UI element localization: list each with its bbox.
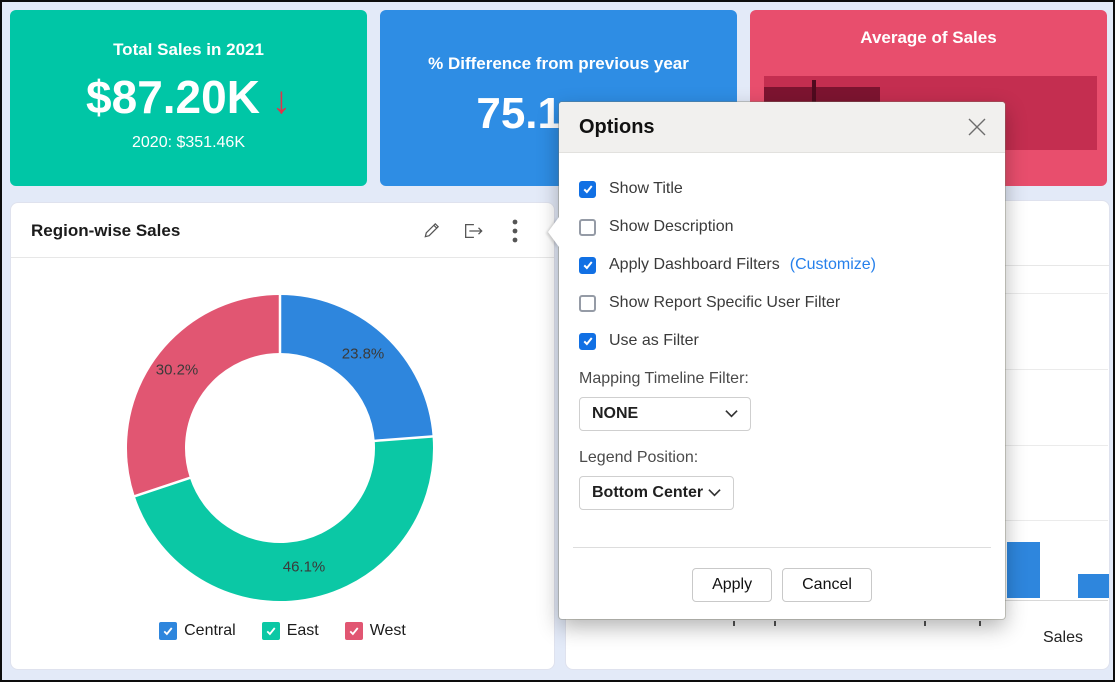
kebab-menu-icon[interactable] <box>504 219 526 242</box>
x-axis-title: Sales <box>1042 629 1084 646</box>
donut-label-west: 30.2% <box>155 361 199 379</box>
kpi-subtitle: 2020: $351.46K <box>132 134 245 151</box>
kpi-value: $87.20K <box>86 71 260 123</box>
mapping-timeline-filter-select[interactable]: NONE <box>579 397 751 431</box>
customize-link[interactable]: (Customize) <box>789 256 876 273</box>
option-label: Use as Filter <box>609 332 699 349</box>
option-row-show-title[interactable]: Show Title <box>579 180 985 198</box>
checkbox-icon[interactable] <box>579 180 596 198</box>
checkbox-icon[interactable] <box>579 294 596 312</box>
close-icon[interactable] <box>963 113 991 141</box>
kpi-card-total-sales: Total Sales in 2021 $87.20K ↓ 2020: $351.… <box>10 10 367 186</box>
edit-pencil-icon[interactable] <box>420 220 442 242</box>
donut-label-central: 23.8% <box>341 345 385 363</box>
bar[interactable] <box>1007 542 1040 598</box>
legend-checkbox-checked-icon[interactable] <box>344 622 363 640</box>
dialog-body: Show Title Show Description Apply Dashbo… <box>559 153 1005 510</box>
legend-checkbox-checked-icon[interactable] <box>261 622 280 640</box>
legend-checkbox-checked-icon[interactable] <box>159 622 178 640</box>
kpi-card-percent-difference: % Difference from previous year 75.1 <box>380 10 737 186</box>
trend-down-arrow-icon: ↓ <box>271 79 291 122</box>
select-value: NONE <box>592 405 639 422</box>
axis-tick <box>924 621 926 626</box>
option-label: Show Title <box>609 180 683 197</box>
kpi-title: Average of Sales <box>860 28 997 47</box>
checkbox-icon[interactable] <box>579 218 596 236</box>
legend-label: East <box>286 622 319 639</box>
donut-chart[interactable] <box>125 291 437 603</box>
chevron-down-icon <box>708 484 721 502</box>
legend-position-label: Legend Position: <box>579 449 699 466</box>
option-label: Show Report Specific User Filter <box>609 294 841 311</box>
options-dialog: Options Show Title Show Description <box>548 102 1005 619</box>
chart-legend: Central East West <box>11 622 554 640</box>
chevron-down-icon <box>725 405 738 423</box>
legend-label: West <box>369 622 406 639</box>
checkbox-icon[interactable] <box>579 332 596 350</box>
select-value: Bottom Center <box>592 484 704 501</box>
region-wise-sales-panel: Region-wise Sales <box>10 202 555 670</box>
option-row-use-as-filter[interactable]: Use as Filter <box>579 332 985 350</box>
checkbox-icon[interactable] <box>579 256 596 274</box>
cancel-button[interactable]: Cancel <box>782 568 872 602</box>
option-row-show-description[interactable]: Show Description <box>579 218 985 236</box>
legend-position-select[interactable]: Bottom Center <box>579 476 734 510</box>
axis-tick <box>733 621 735 626</box>
bar[interactable] <box>1078 574 1109 598</box>
kpi-value: 75.1 <box>476 89 562 138</box>
apply-button[interactable]: Apply <box>692 568 773 602</box>
dialog-title: Options <box>579 116 655 138</box>
dialog-header: Options <box>559 102 1005 153</box>
option-row-apply-dashboard-filters[interactable]: Apply Dashboard Filters (Customize) <box>579 256 985 274</box>
legend-item-west[interactable]: West <box>344 622 406 640</box>
dialog-footer-divider <box>573 547 991 548</box>
kpi-title: Total Sales in 2021 <box>113 40 264 59</box>
axis-tick <box>979 621 981 626</box>
panel-header: Region-wise Sales <box>11 203 554 258</box>
panel-title: Region-wise Sales <box>31 221 181 240</box>
donut-label-east: 46.1% <box>282 558 326 576</box>
option-label: Apply Dashboard Filters <box>609 256 780 273</box>
mapping-timeline-filter-label: Mapping Timeline Filter: <box>579 370 749 387</box>
legend-item-east[interactable]: East <box>261 622 319 640</box>
export-icon[interactable] <box>462 220 484 242</box>
option-row-show-report-specific-user-filter[interactable]: Show Report Specific User Filter <box>579 294 985 312</box>
legend-label: Central <box>184 622 236 639</box>
option-label: Show Description <box>609 218 734 235</box>
kpi-title: % Difference from previous year <box>428 54 689 73</box>
dialog-callout-notch <box>548 217 559 247</box>
legend-item-central[interactable]: Central <box>159 622 236 640</box>
axis-tick <box>774 621 776 626</box>
